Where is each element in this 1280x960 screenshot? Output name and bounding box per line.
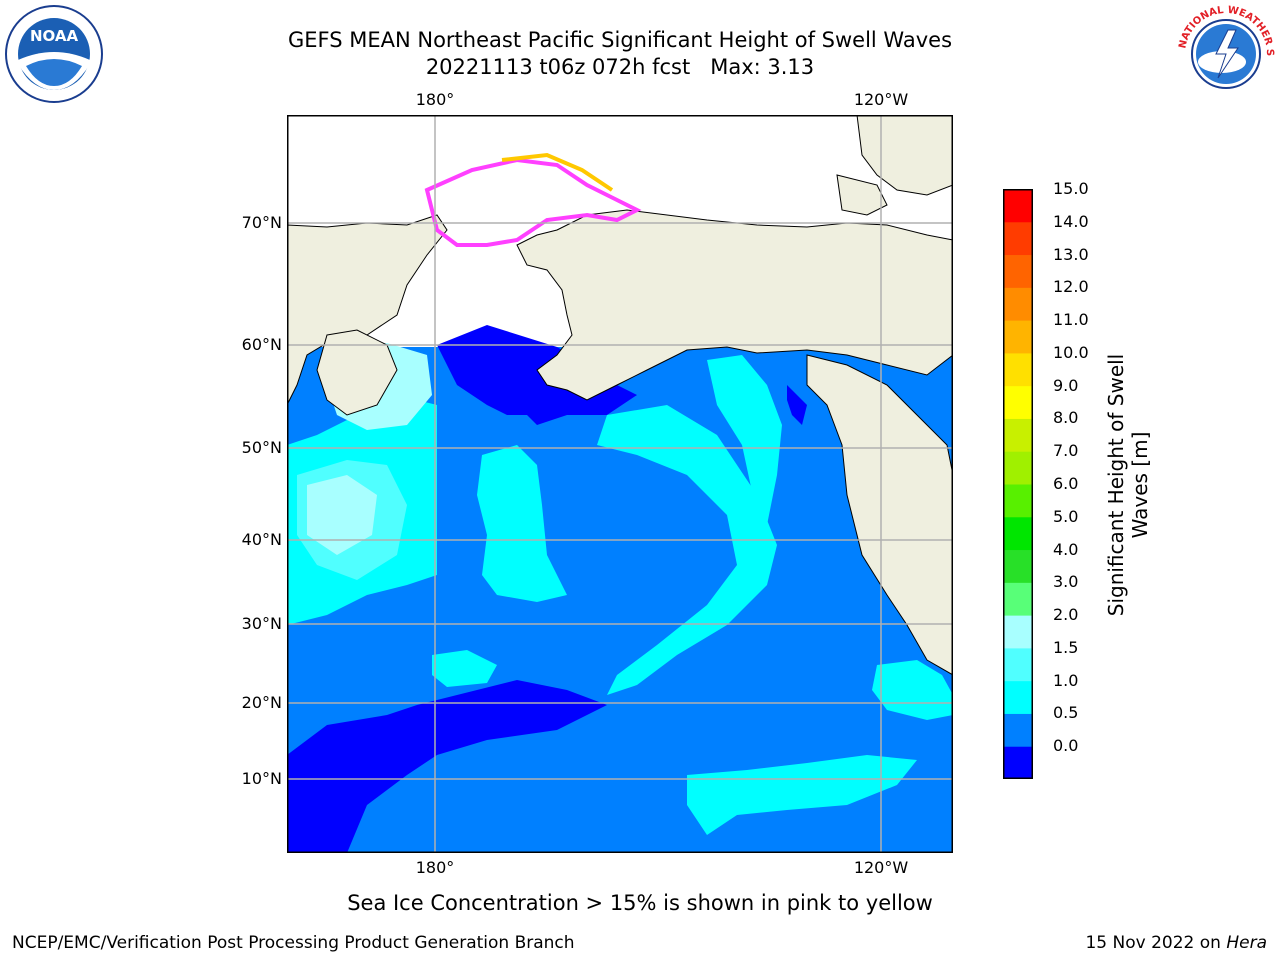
- colorbar-segment: [1003, 746, 1033, 779]
- colorbar-segment: [1003, 549, 1033, 583]
- lon-label-bottom-120w: 120°W: [853, 858, 909, 877]
- colorbar-title: Significant Height of Swell Waves [m]: [1104, 354, 1152, 616]
- noaa-logo: NOAA: [5, 5, 103, 103]
- footer-date-text: 15 Nov 2022 on: [1085, 933, 1227, 953]
- colorbar-segment: [1003, 647, 1033, 682]
- colorbar-segment: [1003, 320, 1033, 354]
- colorbar-tick-label: 6.0: [1053, 474, 1079, 493]
- colorbar-tick-label: 4.0: [1053, 539, 1079, 559]
- lat-label-10n: 10°N: [241, 769, 282, 788]
- footer-date: 15 Nov 2022 on Hera: [1085, 932, 1267, 954]
- colorbar-tick-label: 7.0: [1053, 441, 1079, 461]
- colorbar-segment: [1003, 287, 1033, 321]
- colorbar-segment: [1003, 385, 1033, 419]
- tropical-east-swell: [687, 755, 917, 835]
- lon-label-top-120w: 120°W: [853, 90, 909, 109]
- colorbar-segment: [1003, 713, 1033, 747]
- footer-host: Hera: [1226, 933, 1267, 953]
- colorbar-tick-label: 15.0: [1053, 179, 1089, 198]
- colorbar-segment: [1003, 221, 1033, 256]
- gulf-alaska-low: [787, 385, 807, 425]
- colorbar-segment: [1003, 484, 1033, 518]
- lat-label-50n: 50°N: [241, 438, 282, 457]
- colorbar: [1003, 189, 1033, 779]
- colorbar-segment: [1003, 352, 1033, 387]
- colorbar-tick-label: 8.0: [1053, 408, 1079, 428]
- colorbar-segment: [1003, 254, 1033, 288]
- northeast-pacific-swell: [597, 405, 777, 695]
- canadian-islands: [836, 174, 888, 216]
- alaska: [516, 209, 953, 401]
- colorbar-tick-label: 2.0: [1053, 605, 1079, 625]
- lat-label-60n: 60°N: [241, 335, 282, 354]
- colorbar-tick-label: 13.0: [1053, 244, 1089, 264]
- lat-label-40n: 40°N: [241, 530, 282, 549]
- map-border: [287, 115, 953, 853]
- tropical-low: [287, 680, 607, 853]
- colorbar-title-line1: Significant Height of Swell: [1104, 353, 1128, 617]
- hawaii-swell: [432, 650, 497, 687]
- colorbar-segments: [1003, 189, 1033, 779]
- lat-label-70n: 70°N: [241, 213, 282, 232]
- colorbar-tick-label: 1.5: [1053, 637, 1079, 657]
- colorbar-segment: [1003, 189, 1033, 223]
- colorbar-tick-label: 12.0: [1053, 277, 1089, 297]
- footer-credit: NCEP/EMC/Verification Post Processing Pr…: [12, 933, 575, 953]
- arctic-ice-interior: [447, 175, 607, 237]
- colorbar-tick-label: 11.0: [1053, 310, 1089, 330]
- lon-label-bottom-180: 180°: [415, 858, 455, 877]
- svg-text:NOAA: NOAA: [30, 27, 79, 45]
- west-pacific-high-2: [307, 475, 377, 555]
- kamchatka: [316, 329, 398, 416]
- colorbar-segment: [1003, 451, 1033, 485]
- swell-height-map: [287, 115, 953, 853]
- lat-label-30n: 30°N: [241, 614, 282, 633]
- north-america-west-coast: [806, 354, 953, 676]
- chart-subtitle: 20221113 t06z 072h fcst Max: 3.13: [425, 55, 815, 79]
- colorbar-tick-label: 9.0: [1053, 375, 1079, 395]
- chart-title: GEFS MEAN Northeast Pacific Significant …: [287, 28, 953, 52]
- ice-edge-yellow: [501, 152, 614, 192]
- sea-ice-note: Sea Ice Concentration > 15% is shown in …: [347, 891, 933, 915]
- colorbar-tick-label: 10.0: [1053, 342, 1089, 362]
- colorbar-title-line2: Waves [m]: [1128, 431, 1152, 539]
- gulf-alaska-swell: [707, 355, 782, 525]
- colorbar-tick-label: 1.0: [1053, 670, 1079, 690]
- lat-label-20n: 20°N: [241, 693, 282, 712]
- colorbar-tick-label: 3.0: [1053, 572, 1079, 592]
- colorbar-segment: [1003, 680, 1033, 714]
- colorbar-tick-label: 5.0: [1053, 506, 1079, 526]
- mexico-coast-swell: [872, 660, 953, 720]
- ice-edge-pink: [424, 157, 642, 247]
- colorbar-tick-label: 0.0: [1053, 736, 1079, 756]
- colorbar-segment: [1003, 418, 1033, 452]
- colorbar-tick-label: 14.0: [1053, 211, 1089, 231]
- nws-logo: NATIONAL WEATHER SERVICE: [1176, 4, 1275, 102]
- sea-ice: [424, 152, 642, 247]
- central-pacific-swell: [477, 445, 567, 602]
- graticule: [287, 115, 953, 853]
- colorbar-segment: [1003, 615, 1033, 649]
- colorbar-border: [1003, 189, 1033, 779]
- colorbar-tick-label: 0.5: [1053, 703, 1079, 723]
- colorbar-segment: [1003, 582, 1033, 616]
- colorbar-segment: [1003, 516, 1033, 551]
- lon-label-top-180: 180°: [415, 90, 455, 109]
